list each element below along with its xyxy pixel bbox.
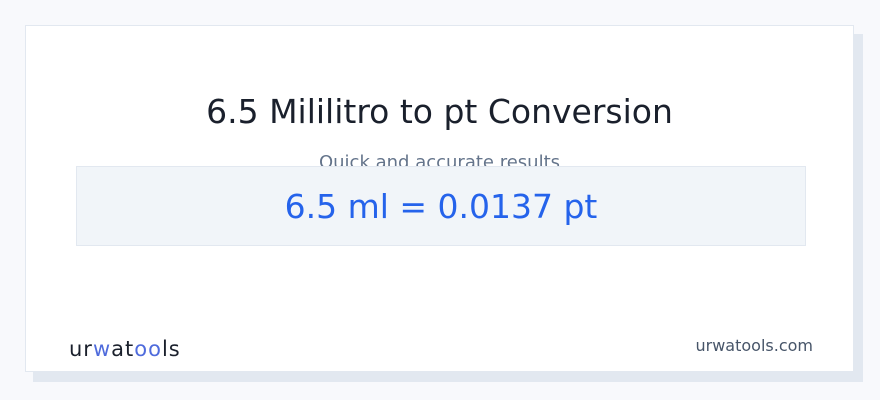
result-text: 6.5 ml = 0.0137 pt (284, 186, 598, 226)
conversion-card: 6.5 Mililitro to pt Conversion Quick and… (25, 25, 854, 372)
result-box: 6.5 ml = 0.0137 pt (76, 166, 806, 246)
site-url: urwatools.com (695, 336, 814, 355)
page-title: 6.5 Mililitro to pt Conversion (206, 92, 673, 131)
urwatools-logo: urwatools (69, 337, 181, 361)
